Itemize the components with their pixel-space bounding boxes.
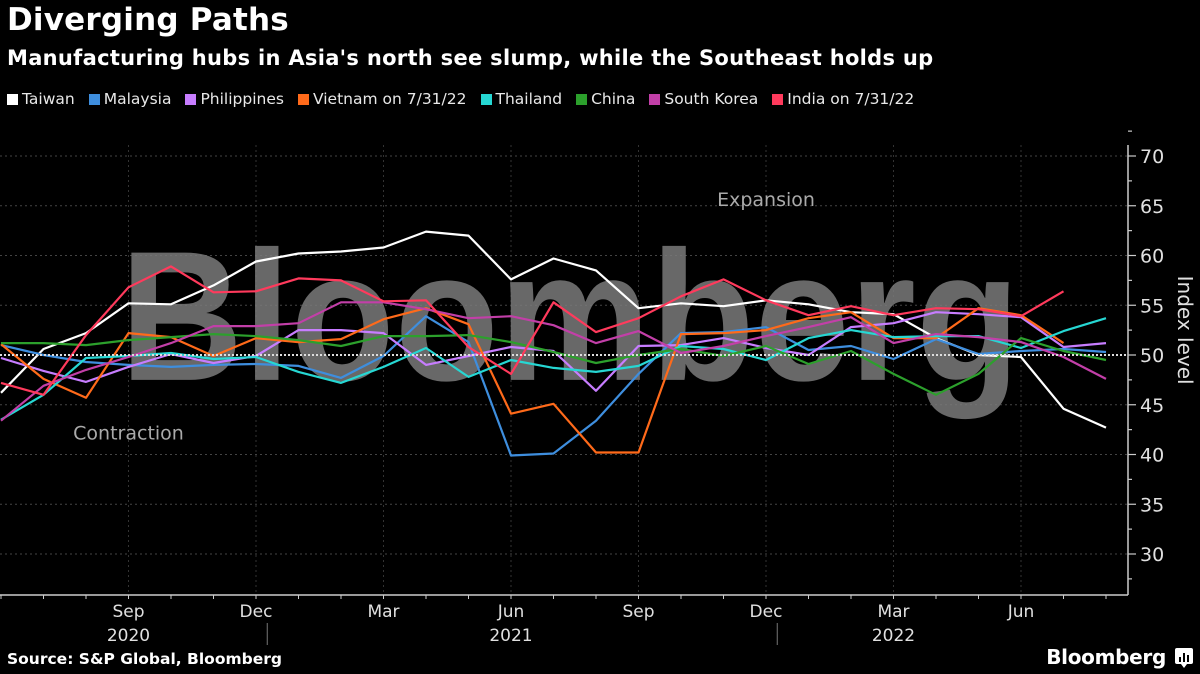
y-tick-label: 40	[1140, 445, 1164, 467]
bloomberg-watermark: Bloomberg	[120, 214, 1020, 420]
legend-label: Philippines	[200, 90, 284, 108]
y-tick-label: 65	[1140, 196, 1164, 218]
y-tick-label: 70	[1140, 146, 1164, 168]
x-tick-label: Dec	[240, 602, 273, 622]
x-tick-label: Sep	[622, 602, 654, 622]
series-line-south	[0, 301, 1107, 422]
y-tick-label: 45	[1140, 395, 1164, 417]
y-tick-label: 30	[1140, 544, 1164, 566]
x-year-label: 2022	[872, 626, 915, 645]
legend-label: Taiwan	[22, 90, 75, 108]
legend-swatch-icon	[576, 93, 588, 105]
legend-label: South Korea	[664, 90, 759, 108]
line-chart: Bloomberg Expansion Contraction 30 35 40 45 50 5…	[0, 130, 1197, 645]
legend-item: China	[576, 90, 635, 108]
legend: Taiwan Malaysia Philippines Vietnam on 7/31…	[7, 90, 928, 108]
y-tick-label: 50	[1140, 345, 1164, 367]
legend-item: Malaysia	[88, 90, 172, 108]
x-tick-label: Mar	[367, 602, 399, 622]
x-year-label: 2020	[107, 626, 150, 645]
legend-item: Taiwan	[7, 90, 75, 108]
chart-subtitle: Manufacturing hubs in Asia's north see s…	[7, 46, 934, 70]
legend-label: India on 7/31/22	[787, 90, 915, 108]
x-year-label: 2021	[489, 626, 532, 645]
legend-label: Malaysia	[103, 90, 172, 108]
legend-swatch-icon	[88, 93, 100, 105]
y-axis-label: Index level	[1173, 276, 1197, 385]
legend-swatch-icon	[185, 93, 197, 105]
legend-label: Vietnam on 7/31/22	[312, 90, 467, 108]
legend-item: Philippines	[185, 90, 284, 108]
chart-title: Diverging Paths	[7, 2, 289, 38]
annotation-label: Expansion	[717, 189, 815, 211]
legend-label: Thailand	[495, 90, 563, 108]
legend-item: Thailand	[480, 90, 563, 108]
bloomberg-chart-icon	[1175, 648, 1193, 668]
legend-swatch-icon	[480, 93, 492, 105]
y-tick-label: 55	[1140, 295, 1164, 317]
series-line-china	[1, 333, 1107, 396]
x-tick-label: Sep	[112, 602, 144, 622]
x-tick-label: Jun	[1007, 602, 1035, 622]
legend-item: Vietnam on 7/31/22	[297, 90, 467, 108]
series-line-malaysia	[0, 315, 1107, 457]
legend-item: South Korea	[649, 90, 758, 108]
y-tick-label: 35	[1140, 494, 1164, 516]
legend-swatch-icon	[772, 93, 784, 105]
annotation-label: Contraction	[73, 423, 184, 445]
x-tick-label: Jun	[497, 602, 525, 622]
legend-swatch-icon	[7, 93, 18, 105]
bloomberg-logo-text: Bloomberg	[1046, 645, 1166, 669]
legend-item: India on 7/31/22	[772, 90, 914, 108]
legend-label: China	[591, 90, 636, 108]
y-tick-label: 60	[1140, 246, 1164, 268]
series-line-taiwan	[0, 230, 1107, 429]
series-line-india	[0, 265, 1065, 396]
x-tick-label: Mar	[877, 602, 909, 622]
x-tick-label: Dec	[750, 602, 783, 622]
source-note: Source: S&P Global, Bloomberg	[7, 650, 282, 668]
legend-swatch-icon	[649, 93, 661, 105]
legend-swatch-icon	[297, 93, 309, 105]
